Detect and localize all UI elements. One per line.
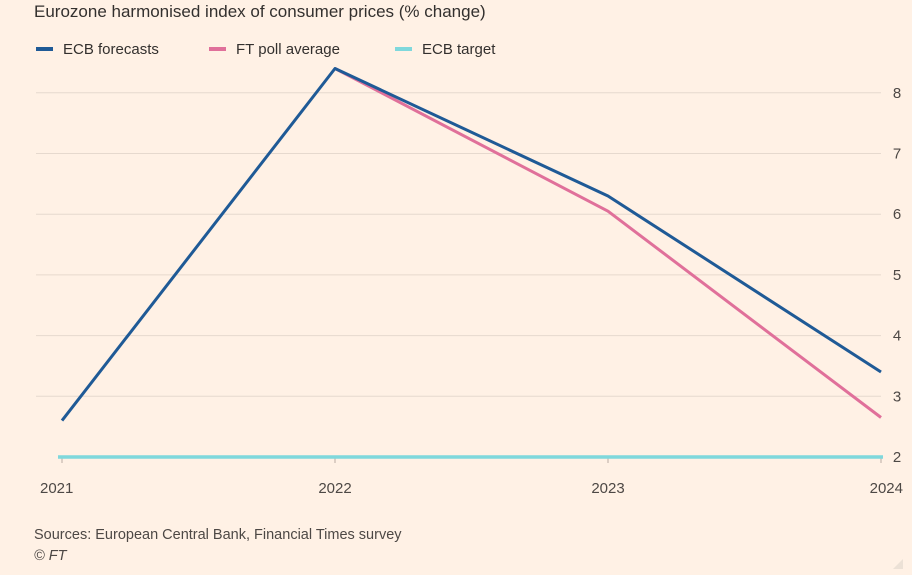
legend: ECB forecasts FT poll average ECB target [36, 41, 496, 58]
x-tick-label: 2022 [318, 480, 351, 497]
y-tick-label: 8 [893, 85, 901, 102]
x-tick-label: 2021 [40, 480, 73, 497]
chart-title: Eurozone harmonised index of consumer pr… [34, 2, 486, 21]
y-tick-label: 5 [893, 267, 901, 284]
resize-corner-icon [893, 559, 903, 569]
legend-label-ecb-target: ECB target [422, 41, 496, 58]
y-tick-label: 2 [893, 449, 901, 466]
sources-note: Sources: European Central Bank, Financia… [34, 527, 402, 543]
y-tick-label: 4 [893, 328, 901, 345]
x-tick-label: 2023 [591, 480, 624, 497]
legend-label-ecb-forecasts: ECB forecasts [63, 41, 159, 58]
y-tick-label: 7 [893, 146, 901, 163]
legend-label-ft-poll-average: FT poll average [236, 41, 340, 58]
y-axis: 2 3 4 5 6 7 8 [893, 85, 901, 466]
y-tick-label: 3 [893, 388, 901, 405]
y-tick-label: 6 [893, 206, 901, 223]
series-line-ecb-forecasts [60, 67, 882, 422]
ft-credit: © FT [34, 548, 68, 564]
series-line-ft-poll-average [334, 67, 882, 419]
x-axis: 2021 2022 2023 2024 [40, 457, 903, 497]
y-gridlines [36, 92, 881, 397]
x-tick-label: 2024 [870, 480, 903, 497]
